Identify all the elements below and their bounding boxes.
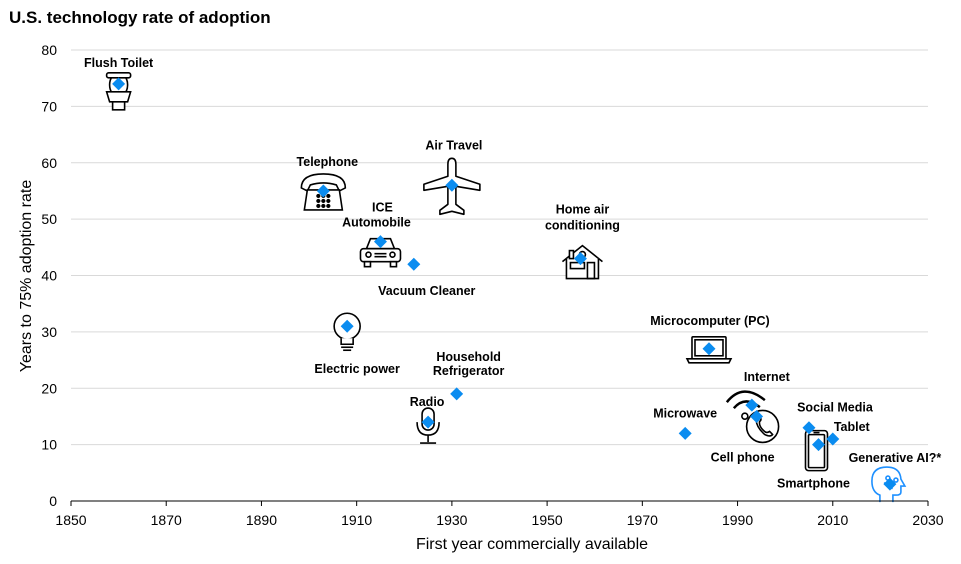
y-tick-label: 10 [41,437,57,453]
point-label: Generative AI?* [849,451,942,465]
point-label: Internet [744,370,791,384]
point-label: Household Refrigerator [433,350,505,378]
x-tick-label: 2010 [817,512,848,528]
point-label: ICE Automobile [342,201,411,230]
data-point [373,235,387,249]
x-tick-label: 1990 [722,512,753,528]
y-tick-label: 20 [41,380,57,396]
point-label: Smartphone [777,477,850,491]
data-point [802,421,816,435]
data-point [573,252,587,266]
point-label: Microwave [653,406,717,420]
x-tick-label: 1930 [436,512,467,528]
data-point [826,432,840,446]
data-point [883,477,897,491]
data-point [450,387,464,401]
y-tick-label: 60 [41,155,57,171]
point-label: Flush Toilet [84,56,154,70]
x-tick-label: 1950 [532,512,563,528]
x-tick-label: 1890 [246,512,277,528]
y-tick-label: 80 [41,42,57,58]
data-point [678,426,692,440]
point-label: Telephone [297,155,359,169]
data-point [340,319,354,333]
data-point [702,342,716,356]
smartphone-icon [804,429,829,472]
y-tick-label: 30 [41,324,57,340]
point-label: Microcomputer (PC) [650,314,769,328]
x-tick-label: 1870 [151,512,182,528]
y-axis-label: Years to 75% adoption rate [18,180,35,373]
point-label: Air Travel [425,138,482,152]
house-icon [561,244,603,280]
x-tick-label: 1970 [627,512,658,528]
y-tick-label: 0 [49,493,57,509]
x-tick-label: 1850 [55,512,86,528]
point-label: Electric power [314,362,400,376]
data-point [407,257,421,271]
chart-title: U.S. technology rate of adoption [9,8,271,27]
point-label: Cell phone [711,450,775,464]
x-axis-label: First year commercially available [416,536,648,553]
point-label: Social Media [797,401,874,415]
data-point [750,409,764,423]
data-point [421,415,435,429]
y-tick-label: 40 [41,268,57,284]
point-label: Vacuum Cleaner [378,284,475,298]
data-point [112,77,126,91]
x-tick-label: 2030 [912,512,943,528]
data-point [445,178,459,192]
x-tick-label: 1910 [341,512,372,528]
point-label: Tablet [834,420,871,434]
car-icon [359,237,402,268]
y-tick-label: 70 [41,98,57,114]
data-point [811,438,825,452]
point-label: Home air conditioning [545,203,620,233]
data-point [745,398,759,412]
point-label: Radio [410,395,445,409]
data-point [316,184,330,198]
y-tick-label: 50 [41,211,57,227]
